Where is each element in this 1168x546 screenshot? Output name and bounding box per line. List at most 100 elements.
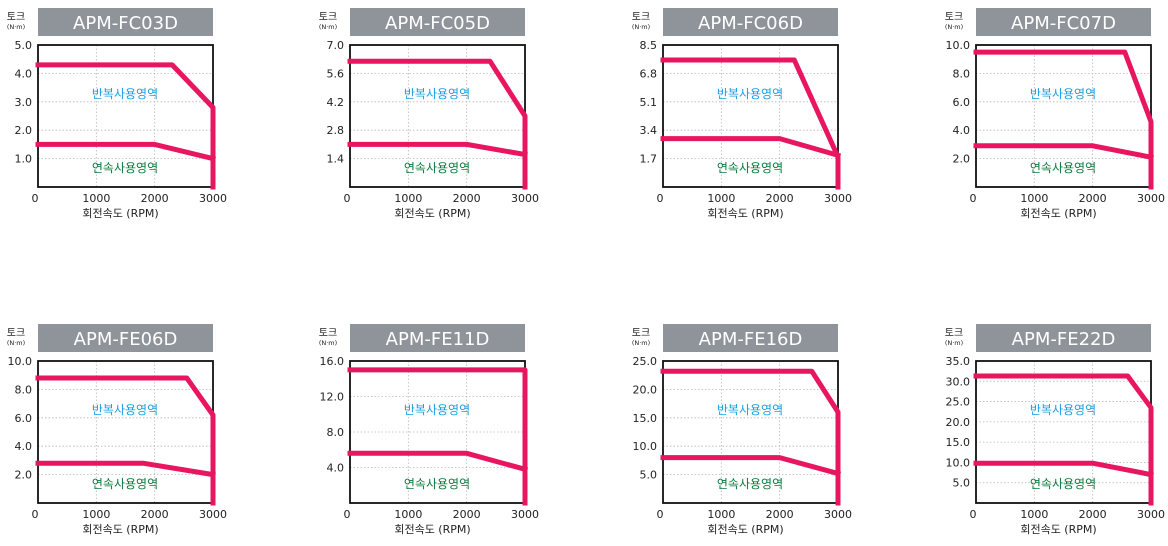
region-label-continuous: 연속사용영역 — [404, 477, 470, 491]
y-tick-label: 5.0 — [953, 477, 971, 490]
y-tick-label: 2.0 — [15, 469, 33, 482]
rated-torque-curve — [973, 143, 1154, 161]
chart-panel: APM-FE16D 토크(N·m) 25.0 20.0 15.0 10.0 5.0 0 1000… — [632, 324, 852, 536]
rated-torque-curve — [973, 460, 1154, 478]
region-label-continuous: 연속사용영역 — [717, 161, 783, 175]
x-tick-label: 2000 — [141, 192, 169, 205]
chart-title-bar — [350, 8, 525, 36]
y-tick-label: 10.0 — [8, 355, 33, 368]
x-tick-label: 1000 — [394, 192, 422, 205]
y-axis-unit: (N·m) — [319, 339, 337, 347]
y-tick-label: 7.0 — [327, 39, 345, 52]
y-tick-label: 6.0 — [15, 412, 33, 425]
rated-torque-curve — [347, 450, 529, 473]
y-axis-unit: (N·m) — [632, 23, 650, 31]
y-tick-label: 4.2 — [327, 96, 345, 109]
peak-torque-curve — [660, 57, 841, 190]
y-tick-label: 8.0 — [327, 426, 345, 439]
y-axis-label: 토크 — [319, 328, 337, 339]
y-tick-label: 1.4 — [327, 153, 345, 166]
chart-title-bar — [38, 324, 213, 352]
region-label-continuous: 연속사용영역 — [92, 161, 158, 175]
y-axis-unit: (N·m) — [319, 23, 337, 31]
chart-panel: APM-FC03D 토크(N·m) 5.0 4.0 3.0 2.0 1.0 0 1000 2000… — [7, 8, 227, 220]
x-tick-label: 1000 — [707, 508, 735, 521]
y-axis-unit: (N·m) — [632, 339, 650, 347]
chart-panel: APM-FC05D 토크(N·m) 7.0 5.6 4.2 2.8 1.4 0 1000 2000… — [319, 8, 539, 220]
x-tick-label: 3000 — [824, 508, 852, 521]
chart-title-bar — [663, 324, 838, 352]
x-tick-label: 3000 — [1137, 508, 1165, 521]
y-axis-label: 토크 — [319, 12, 337, 23]
peak-torque-curve — [973, 49, 1154, 190]
x-tick-label: 2000 — [766, 192, 794, 205]
y-axis-label: 토크 — [7, 328, 25, 339]
x-axis-label: 회전속도 (RPM) — [707, 207, 783, 220]
x-tick-label: 1000 — [394, 508, 422, 521]
x-tick-label: 3000 — [199, 508, 227, 521]
y-tick-label: 15.0 — [633, 412, 658, 425]
y-tick-label: 4.0 — [15, 67, 33, 80]
y-tick-label: 2.0 — [15, 124, 33, 137]
peak-torque-curve — [347, 367, 528, 506]
y-axis-label: 토크 — [945, 328, 963, 339]
y-tick-label: 2.0 — [953, 153, 971, 166]
chart-title: APM-FE06D — [74, 329, 178, 350]
peak-torque-curve — [347, 58, 528, 190]
peak-torque-curve — [35, 62, 216, 190]
chart-panel: APM-FC07D 토크(N·m) 10.0 8.0 6.0 4.0 2.0 0 1000 200… — [945, 8, 1165, 220]
y-tick-label: 35.0 — [946, 355, 971, 368]
region-label-continuous: 연속사용영역 — [1030, 161, 1096, 175]
x-tick-label: 2000 — [453, 192, 481, 205]
x-tick-label: 2000 — [766, 508, 794, 521]
y-axis-label: 토크 — [632, 12, 650, 23]
y-axis-unit: (N·m) — [7, 339, 25, 347]
x-tick-label: 2000 — [453, 508, 481, 521]
y-tick-label: 1.0 — [15, 153, 33, 166]
x-tick-label: 3000 — [511, 508, 539, 521]
region-label-intermittent: 반복사용영역 — [717, 87, 783, 101]
rated-torque-curve — [660, 455, 842, 477]
region-label-intermittent: 반복사용영역 — [92, 403, 158, 417]
chart-title: APM-FE11D — [386, 329, 490, 350]
region-label-intermittent: 반복사용영역 — [717, 403, 783, 417]
y-tick-label: 2.8 — [327, 124, 345, 137]
x-tick-label: 1000 — [707, 192, 735, 205]
x-axis-label: 회전속도 (RPM) — [394, 207, 470, 220]
x-axis-label: 회전속도 (RPM) — [394, 523, 470, 536]
y-axis-unit: (N·m) — [7, 23, 25, 31]
x-tick-label: 0 — [344, 508, 351, 521]
x-axis-label: 회전속도 (RPM) — [82, 523, 158, 536]
y-tick-label: 4.0 — [327, 462, 345, 475]
y-tick-label: 8.0 — [953, 67, 971, 80]
peak-torque-curve — [973, 373, 1154, 506]
x-tick-label: 3000 — [1137, 192, 1165, 205]
y-axis-label: 토크 — [945, 12, 963, 23]
plot-frame — [662, 44, 839, 188]
region-label-continuous: 연속사용영역 — [717, 477, 783, 491]
y-tick-label: 5.6 — [327, 67, 345, 80]
y-tick-label: 6.0 — [953, 96, 971, 109]
chart-title-bar — [976, 324, 1151, 352]
chart-title: APM-FC03D — [73, 13, 178, 34]
x-tick-label: 2000 — [1079, 192, 1107, 205]
chart-panel: APM-FE22D 토크(N·m) 35.0 30.0 25.0 20.0 15.0 10.0… — [945, 324, 1165, 536]
x-tick-label: 2000 — [1079, 508, 1107, 521]
y-axis-label: 토크 — [632, 328, 650, 339]
region-label-intermittent: 반복사용영역 — [404, 87, 470, 101]
chart-panel: APM-FE11D 토크(N·m) 16.0 12.0 8.0 4.0 0 1000 2000 3… — [319, 324, 539, 536]
x-tick-label: 3000 — [199, 192, 227, 205]
y-tick-label: 6.8 — [640, 67, 658, 80]
chart-title-bar — [976, 8, 1151, 36]
x-tick-label: 0 — [657, 508, 664, 521]
region-label-intermittent: 반복사용영역 — [1030, 403, 1096, 417]
y-tick-label: 25.0 — [946, 396, 971, 409]
region-label-continuous: 연속사용영역 — [1030, 477, 1096, 491]
chart-panel: APM-FE06D 토크(N·m) 10.0 8.0 6.0 4.0 2.0 0 1000 200… — [7, 324, 227, 536]
chart-title: APM-FE22D — [1012, 329, 1116, 350]
rated-torque-curve — [35, 141, 217, 162]
x-tick-label: 0 — [970, 508, 977, 521]
x-axis-label: 회전속도 (RPM) — [1020, 207, 1096, 220]
x-tick-label: 1000 — [1020, 508, 1048, 521]
